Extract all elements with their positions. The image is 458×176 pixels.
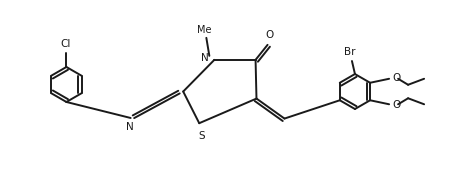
Text: Me: Me — [197, 25, 212, 35]
Text: O: O — [392, 73, 400, 83]
Text: N: N — [126, 122, 134, 132]
Text: Br: Br — [344, 47, 356, 57]
Text: N: N — [202, 53, 209, 63]
Text: Cl: Cl — [60, 39, 71, 49]
Text: S: S — [198, 131, 205, 141]
Text: O: O — [266, 30, 274, 40]
Text: O: O — [392, 100, 400, 110]
